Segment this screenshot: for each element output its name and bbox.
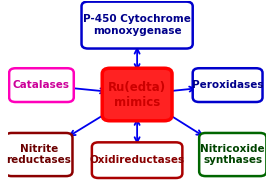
FancyBboxPatch shape: [102, 68, 172, 121]
Text: Ru(edta)
mimics: Ru(edta) mimics: [108, 81, 166, 108]
FancyBboxPatch shape: [5, 133, 72, 176]
Text: Nitricoxide
synthases: Nitricoxide synthases: [200, 144, 265, 165]
FancyBboxPatch shape: [9, 68, 74, 102]
FancyBboxPatch shape: [193, 68, 262, 102]
FancyBboxPatch shape: [82, 2, 193, 49]
Text: Peroxidases: Peroxidases: [192, 80, 263, 90]
Text: Oxidireductases: Oxidireductases: [89, 155, 185, 165]
FancyBboxPatch shape: [92, 142, 182, 178]
FancyBboxPatch shape: [199, 133, 266, 176]
Text: P-450 Cytochrome
monoxygenase: P-450 Cytochrome monoxygenase: [83, 14, 191, 36]
Text: Catalases: Catalases: [13, 80, 70, 90]
Text: Nitrite
reductases: Nitrite reductases: [7, 144, 71, 165]
